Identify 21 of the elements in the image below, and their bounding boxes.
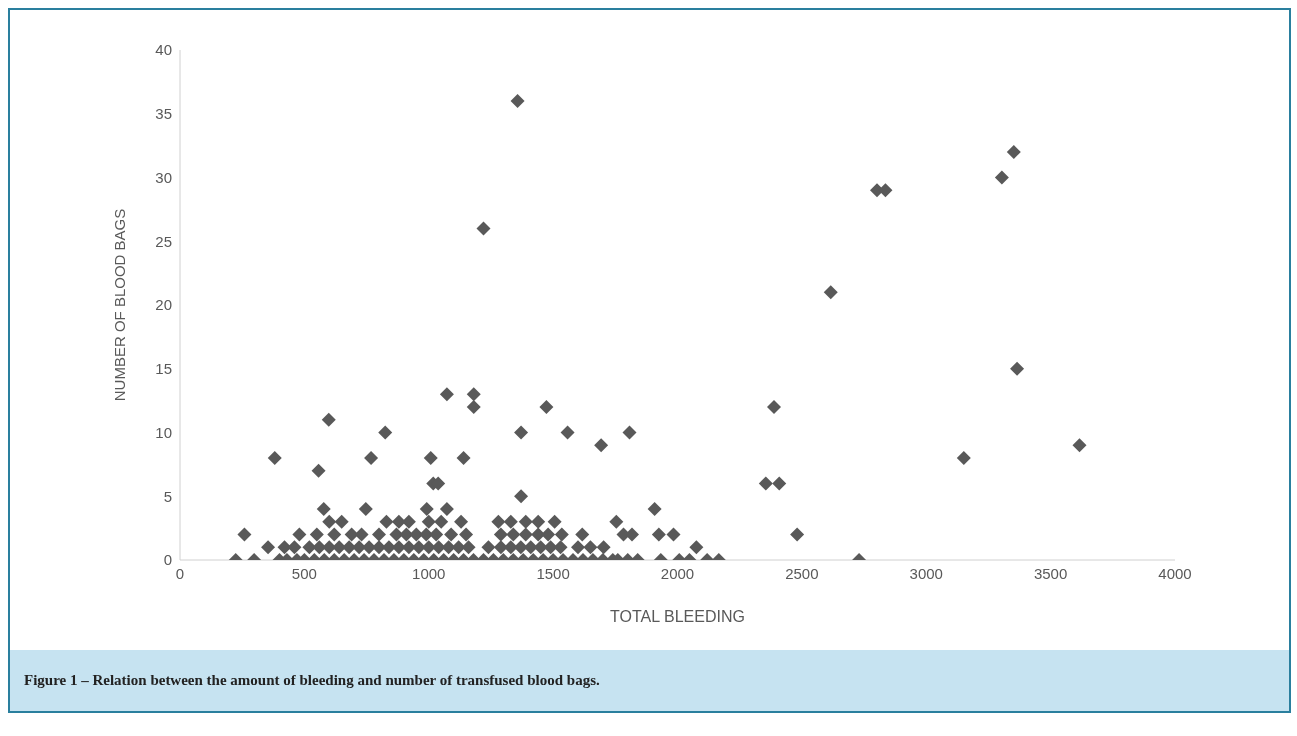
y-tick-label: 30 — [155, 168, 172, 186]
y-tick-label: 10 — [155, 423, 172, 441]
x-tick-label: 2000 — [660, 564, 695, 582]
x-tick-label: 3000 — [909, 564, 943, 582]
x-tick-label: 1500 — [536, 564, 570, 582]
y-tick-label: 5 — [163, 487, 172, 505]
y-tick-label: 0 — [163, 551, 172, 569]
caption: Figure 1 – Relation between the amount of bleeding and number of transfused blood bags. — [24, 672, 601, 689]
x-tick-label: 1000 — [412, 564, 446, 582]
y-tick-label: 20 — [155, 296, 172, 314]
y-tick-label: 15 — [155, 360, 172, 378]
y-axis-title: NUMBER OF BLOOD BAGS — [111, 208, 129, 402]
x-axis-title: TOTAL BLEEDING — [610, 608, 745, 625]
x-tick-label: 2500 — [785, 564, 819, 582]
x-tick-label: 3500 — [1033, 564, 1068, 582]
x-tick-label: 0 — [175, 564, 185, 582]
y-tick-label: 25 — [155, 232, 172, 250]
x-tick-label: 4000 — [1158, 564, 1192, 582]
y-tick-label: 40 — [155, 41, 172, 59]
x-tick-label: 500 — [291, 564, 317, 582]
y-tick-label: 35 — [155, 105, 172, 123]
